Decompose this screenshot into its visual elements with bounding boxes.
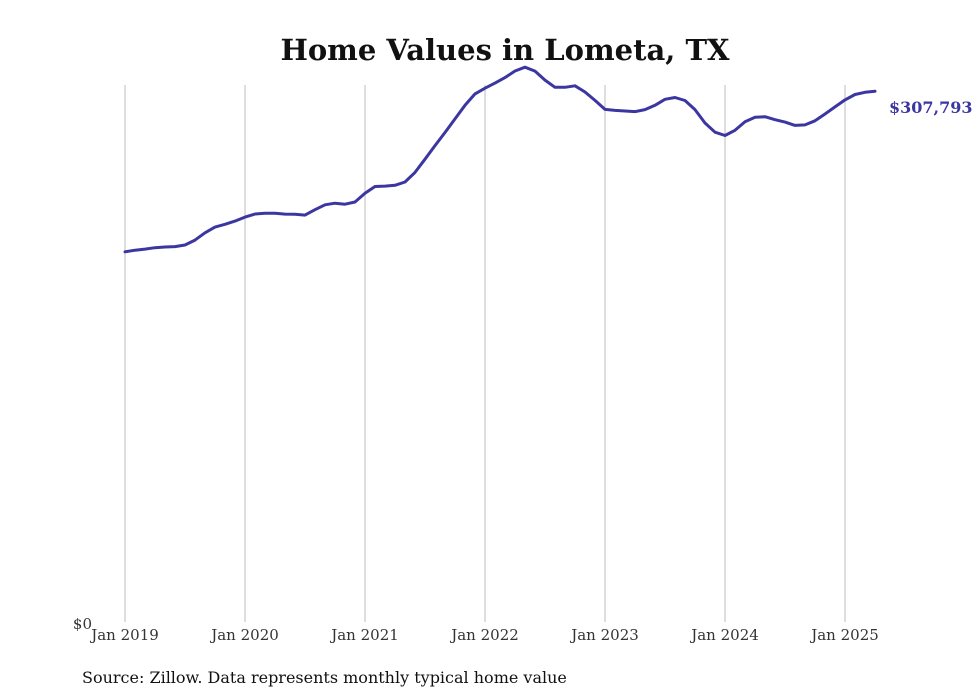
home-values-chart: Home Values in Lometa, TX Jan 2019 Jan 20… [73,33,973,644]
end-value-label: $307,793 [889,98,973,117]
x-tick-label: Jan 2022 [449,626,519,644]
x-tick-label: Jan 2021 [329,626,399,644]
x-tick-labels: Jan 2019 Jan 2020 Jan 2021 Jan 2022 Jan 2023… [89,626,879,644]
x-tick-label: Jan 2025 [809,626,879,644]
x-tick-label: Jan 2023 [569,626,639,644]
chart-title: Home Values in Lometa, TX [280,33,730,67]
source-note: Source: Zillow. Data represents monthly … [82,668,567,687]
x-tick-label: Jan 2024 [689,626,759,644]
x-tick-label: Jan 2020 [209,626,279,644]
x-tick-label: Jan 2019 [89,626,159,644]
y-tick-label-zero: $0 [73,615,92,633]
grid-lines [124,85,846,622]
series-line [123,65,877,254]
